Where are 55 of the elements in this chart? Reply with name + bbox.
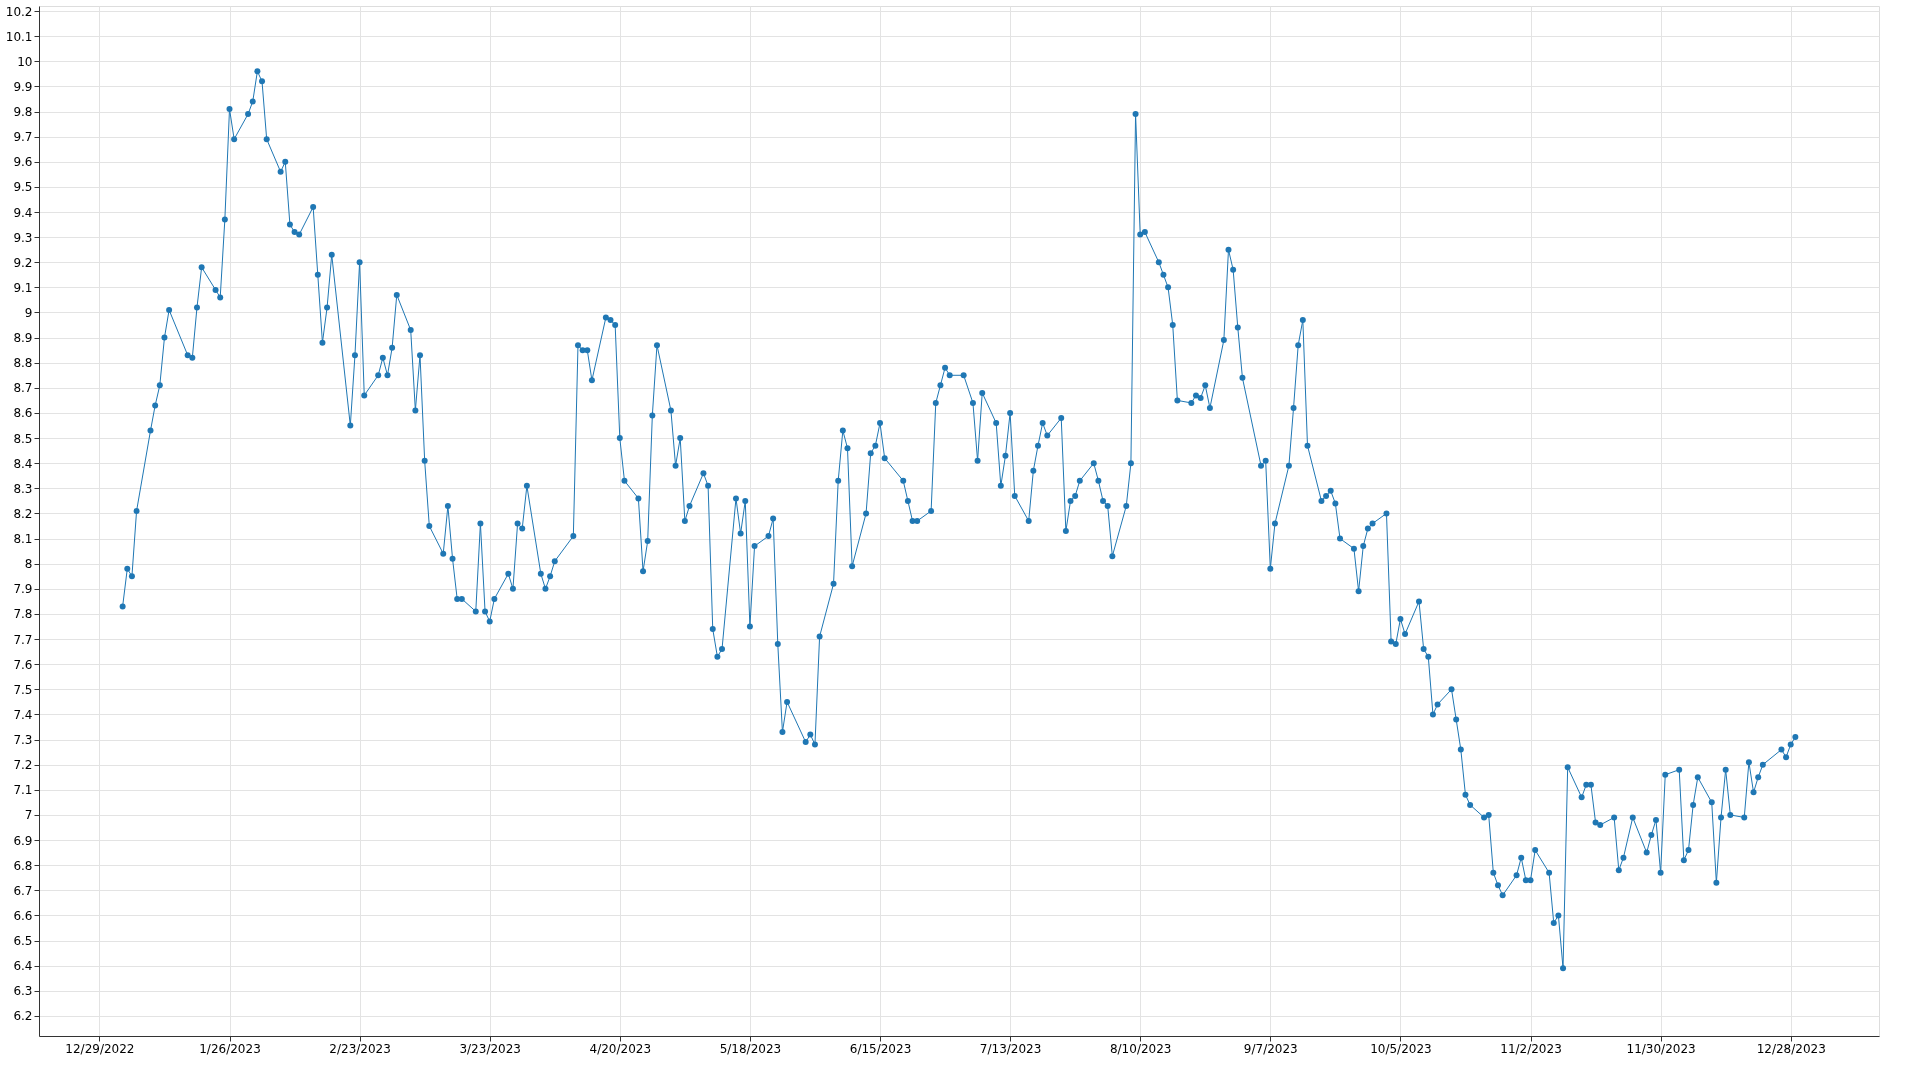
y-tick-label: 8 <box>24 557 33 572</box>
y-tick-label: 9.2 <box>13 255 33 270</box>
y-tick-label: 8.4 <box>13 456 33 471</box>
y-tick-label: 8.2 <box>13 506 33 521</box>
x-tick-label: 10/5/2023 <box>1370 1041 1432 1056</box>
y-tick-label: 10 <box>17 54 33 69</box>
y-tick-label: 9 <box>24 305 33 320</box>
y-tick-label: 9.5 <box>13 180 33 195</box>
x-tick-label: 3/23/2023 <box>459 1041 521 1056</box>
y-tick-label: 7.7 <box>13 632 33 647</box>
y-tick-label: 8.7 <box>13 381 33 396</box>
y-tick-label: 9.3 <box>13 230 33 245</box>
x-tick-label: 8/10/2023 <box>1109 1041 1172 1056</box>
y-tick-label: 7.9 <box>13 582 33 597</box>
y-tick-label: 8.5 <box>13 431 33 446</box>
y-tick-label: 7.1 <box>13 783 33 798</box>
y-tick-label: 10.2 <box>5 4 33 19</box>
y-tick-label: 7.5 <box>13 682 33 697</box>
y-tick-label: 9.7 <box>13 130 33 145</box>
y-tick-label: 7.2 <box>13 758 33 773</box>
x-tick-label: 6/15/2023 <box>849 1041 912 1056</box>
y-tick-label: 9.4 <box>13 205 33 220</box>
y-tick-label: 6.9 <box>13 833 33 848</box>
x-tick-label: 4/20/2023 <box>589 1041 652 1056</box>
y-tick-label: 6.3 <box>13 984 33 999</box>
x-tick-label: 9/7/2023 <box>1243 1041 1298 1056</box>
y-tick-label: 8.9 <box>13 331 33 346</box>
x-tick-label: 2/23/2023 <box>329 1041 391 1056</box>
y-tick-label: 6.4 <box>13 959 33 974</box>
y-tick-label: 8.1 <box>13 532 33 547</box>
x-tick-label: 12/29/2022 <box>65 1041 135 1056</box>
y-tick-label: 10.1 <box>5 29 33 44</box>
y-tick-label: 7.8 <box>13 607 33 622</box>
x-tick-label: 1/26/2023 <box>199 1041 261 1056</box>
y-tick-label: 8.3 <box>13 481 33 496</box>
y-tick-label: 6.2 <box>13 1009 33 1024</box>
y-tick-label: 7.3 <box>13 733 33 748</box>
y-tick-label: 9.9 <box>13 79 33 94</box>
y-tick-label: 8.8 <box>13 356 33 371</box>
y-tick-label: 6.8 <box>13 858 33 873</box>
y-tick-label: 6.6 <box>13 908 33 923</box>
y-tick-label: 7.6 <box>13 657 33 672</box>
y-tick-label: 7.4 <box>13 707 33 722</box>
y-tick-label: 8.6 <box>13 406 33 421</box>
x-tick-label: 7/13/2023 <box>979 1041 1042 1056</box>
x-tick-label: 5/18/2023 <box>719 1041 782 1056</box>
y-tick-label: 9.6 <box>13 155 33 170</box>
y-tick-label: 6.7 <box>13 883 33 898</box>
x-tick-label: 12/28/2023 <box>1756 1041 1826 1056</box>
x-tick-label: 11/2/2023 <box>1500 1041 1562 1056</box>
y-tick-label: 9.8 <box>13 105 33 120</box>
y-tick-label: 9.1 <box>13 280 33 295</box>
y-tick-label: 6.5 <box>13 934 33 949</box>
x-tick-label: 11/30/2023 <box>1626 1041 1696 1056</box>
y-tick-label: 7 <box>24 808 33 823</box>
